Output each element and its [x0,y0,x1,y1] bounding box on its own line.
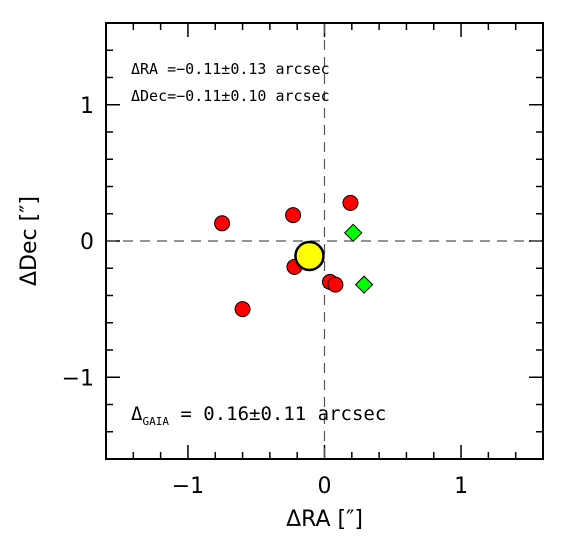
yellow-mean-point [294,240,325,272]
axis-ticks [105,22,544,460]
y-tick-label: 1 [80,94,94,119]
annotation-ddec: ΔDec=−0.11±0.10 arcsec [131,87,330,105]
x-axis-title: ΔRA [″] [286,507,363,532]
y-axis-title: ΔDec [″] [17,196,42,286]
plot-frame [105,22,544,460]
annotation-gaia-value: = 0.16±0.11 arcsec [169,403,386,425]
red-point [285,207,302,224]
y-tick-label: −1 [62,366,94,391]
green-diamond-point [354,275,374,294]
zero-crosshair [106,23,543,459]
red-point [214,215,231,232]
annotation-gaia-delta: Δ [131,403,143,425]
y-tick-label: 0 [80,230,94,255]
x-tick-label: −1 [172,474,204,499]
red-point [234,301,251,318]
red-point [327,276,344,293]
green-diamond-point [343,223,363,243]
red-point [342,194,359,211]
annotation-dra: ΔRA =−0.11±0.13 arcsec [131,60,330,78]
tick-labels: −1 0 1 −1 0 1 [62,94,469,499]
annotation-gaia-sub: GAIA [142,415,169,428]
x-tick-label: 0 [318,474,332,499]
x-tick-label: 1 [454,474,468,499]
data-points [214,194,374,318]
annotation-gaia: ΔGAIA = 0.16±0.11 arcsec [131,403,386,428]
